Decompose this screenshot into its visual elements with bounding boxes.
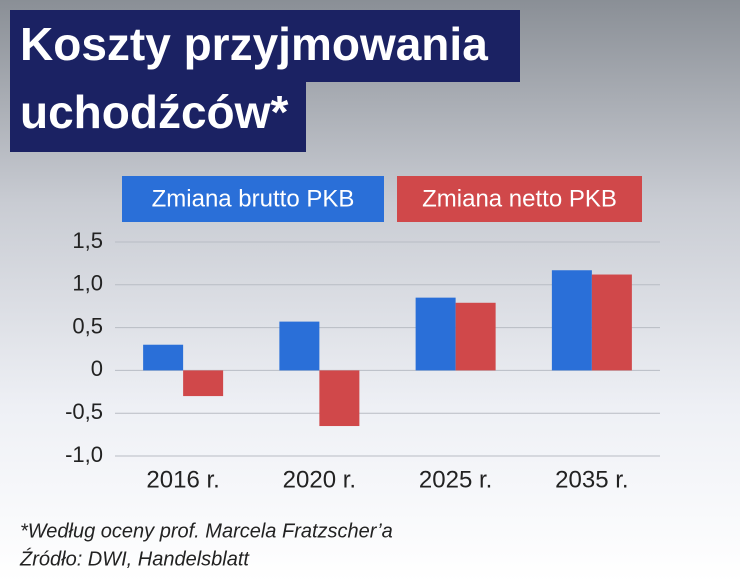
y-tick-label: 0 (91, 356, 103, 381)
bar (455, 302, 496, 371)
x-tick-label: 2016 r. (146, 466, 219, 493)
bar (143, 344, 184, 371)
legend-box (122, 176, 384, 222)
bar (415, 297, 456, 371)
title-box (10, 10, 520, 82)
legend-label: Zmiana brutto PKB (152, 185, 355, 212)
x-tick-label: 2035 r. (555, 466, 628, 493)
bar (591, 274, 632, 371)
bar (551, 270, 592, 371)
bar (319, 370, 360, 427)
source: Źródło: DWI, Handelsblatt (19, 547, 250, 570)
x-tick-label: 2025 r. (419, 466, 492, 493)
chart-title: uchodźców* (20, 86, 288, 138)
y-tick-label: 1,5 (72, 228, 103, 253)
y-tick-label: -1,0 (65, 442, 103, 467)
x-tick-label: 2020 r. (283, 466, 356, 493)
y-tick-label: -0,5 (65, 399, 103, 424)
footnote: *Według oceny prof. Marcela Fratzscher’a (20, 520, 393, 542)
chart-title: Koszty przyjmowania (20, 18, 488, 70)
title-box (10, 82, 306, 152)
bar (279, 321, 320, 371)
bar (183, 370, 224, 397)
legend-box (397, 176, 642, 222)
y-tick-label: 1,0 (72, 271, 103, 296)
y-tick-label: 0,5 (72, 313, 103, 338)
legend-label: Zmiana netto PKB (422, 185, 617, 212)
